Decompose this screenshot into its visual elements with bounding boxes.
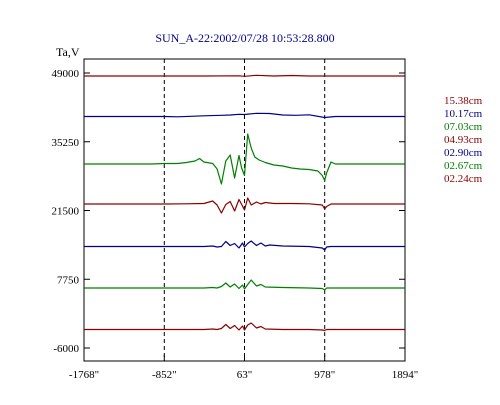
x-axis-ticks: -1768" -852" 63" 978" 1894": [69, 355, 418, 381]
x-tick-label-1: -852": [152, 369, 177, 381]
x-tick-label-0: -1768": [69, 369, 99, 381]
y-tick-label-2: 21500: [52, 206, 80, 218]
y-tick-label-4: -6000: [53, 343, 79, 355]
series-line-4: [84, 240, 405, 251]
series-line-2: [84, 133, 405, 185]
series-line-1: [84, 112, 405, 119]
series-line-5: [84, 279, 405, 291]
y-tick-label-3: 7750: [57, 274, 80, 286]
legend-item-0: 15.38cm: [444, 95, 483, 107]
legend-item-2: 07.03cm: [444, 121, 483, 133]
legend-item-6: 02.24cm: [444, 173, 483, 185]
y-axis-label: Ta,V: [56, 45, 80, 59]
series-line-3: [84, 197, 405, 214]
legend-item-5: 02.67cm: [444, 160, 483, 172]
series-line-6: [84, 322, 405, 332]
x-tick-label-4: 1894": [392, 369, 419, 381]
x-tick-label-3: 978": [314, 369, 335, 381]
legend-item-3: 04.93cm: [444, 134, 483, 146]
legend-item-1: 10.17cm: [444, 108, 483, 120]
chart-title: SUN_A-22:2002/07/28 10:53:28.800: [155, 31, 334, 45]
series-group: [84, 74, 405, 332]
y-tick-label-1: 35250: [52, 137, 80, 149]
series-line-0: [84, 74, 405, 77]
y-tick-label-0: 49000: [52, 68, 80, 80]
legend: 15.38cm10.17cm07.03cm04.93cm02.90cm02.67…: [444, 95, 483, 185]
legend-item-4: 02.90cm: [444, 147, 483, 159]
y-axis-ticks: 49000 35250 21500 7750 -6000: [52, 68, 405, 355]
x-tick-label-2: 63": [237, 369, 253, 381]
